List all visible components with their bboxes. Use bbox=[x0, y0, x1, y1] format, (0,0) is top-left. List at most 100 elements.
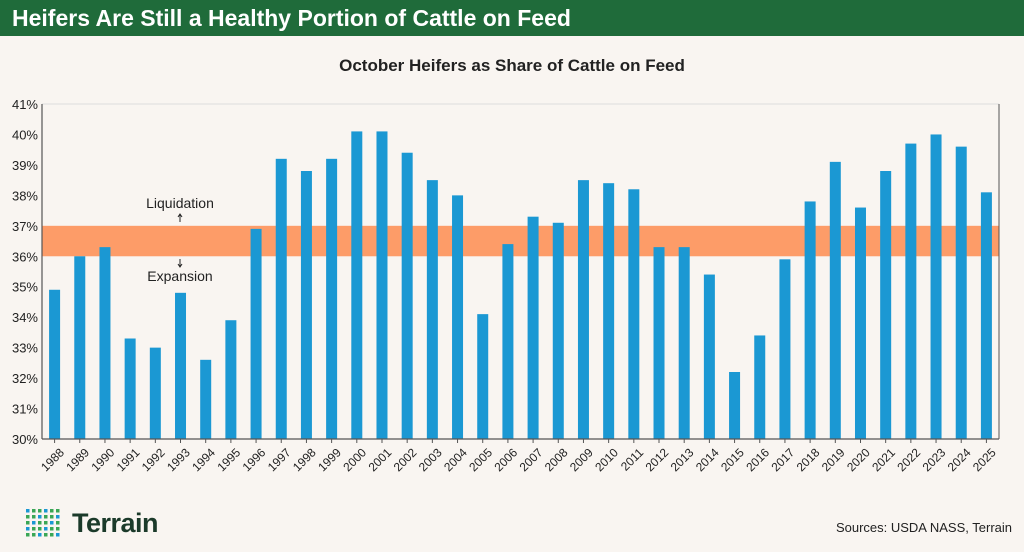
bar-2003 bbox=[426, 180, 438, 440]
x-tick-label: 1997 bbox=[265, 445, 294, 474]
bar-1998 bbox=[300, 171, 312, 439]
logo-dot bbox=[50, 508, 54, 512]
logo-dot bbox=[56, 526, 60, 530]
y-tick-label: 32% bbox=[12, 371, 38, 386]
x-tick-label: 2019 bbox=[819, 445, 848, 474]
bar-2021 bbox=[880, 171, 892, 439]
x-tick-label: 2022 bbox=[894, 445, 923, 474]
x-tick-label: 2005 bbox=[466, 445, 495, 474]
chart-title: October Heifers as Share of Cattle on Fe… bbox=[339, 56, 685, 75]
x-tick-label: 2007 bbox=[517, 445, 546, 474]
y-tick-label: 35% bbox=[12, 280, 38, 295]
bar-1995 bbox=[225, 320, 237, 439]
bar-2000 bbox=[351, 131, 363, 439]
arrow-up-icon bbox=[177, 213, 183, 222]
logo-dot bbox=[26, 520, 30, 524]
logo-dot bbox=[32, 520, 36, 524]
bar-1999 bbox=[326, 158, 338, 439]
y-tick-label: 39% bbox=[12, 158, 38, 173]
logo-dot bbox=[50, 532, 54, 536]
logo-dot bbox=[32, 508, 36, 512]
x-tick-label: 2024 bbox=[945, 445, 974, 474]
bar-2005 bbox=[477, 314, 489, 439]
x-tick-label: 2011 bbox=[618, 445, 646, 473]
x-tick-label: 2017 bbox=[768, 445, 797, 474]
expansion-label: Expansion bbox=[147, 268, 212, 284]
logo-dot bbox=[26, 514, 30, 518]
terrain-logo: Terrain bbox=[26, 508, 159, 539]
bar-2007 bbox=[527, 216, 539, 439]
logo-dot bbox=[44, 508, 48, 512]
x-tick-label: 2021 bbox=[869, 445, 898, 474]
arrow-down-icon bbox=[177, 259, 183, 268]
logo-dot bbox=[38, 508, 42, 512]
bar-2008 bbox=[552, 222, 564, 439]
logo-dot bbox=[38, 520, 42, 524]
logo-dot bbox=[38, 526, 42, 530]
x-tick-label: 2018 bbox=[794, 445, 823, 474]
x-tick-label: 1993 bbox=[164, 445, 193, 474]
y-tick-label: 34% bbox=[12, 310, 38, 325]
x-tick-label: 1994 bbox=[189, 445, 218, 474]
bar-1991 bbox=[124, 338, 136, 439]
x-tick-label: 2023 bbox=[920, 445, 949, 474]
logo-dot bbox=[32, 514, 36, 518]
y-tick-label: 40% bbox=[12, 127, 38, 142]
header-title: Heifers Are Still a Healthy Portion of C… bbox=[0, 0, 1024, 36]
liquidation-label: Liquidation bbox=[146, 195, 214, 211]
logo-dot bbox=[44, 520, 48, 524]
y-tick-label: 31% bbox=[12, 402, 38, 417]
bar-2002 bbox=[401, 152, 413, 439]
logo-dots-icon bbox=[26, 508, 60, 536]
y-tick-label: 30% bbox=[12, 432, 38, 447]
logo-dot bbox=[44, 532, 48, 536]
x-tick-label: 2006 bbox=[491, 445, 520, 474]
bar-2013 bbox=[678, 247, 690, 439]
bar-2001 bbox=[376, 131, 388, 439]
logo-dot bbox=[44, 526, 48, 530]
logo-dot bbox=[50, 520, 54, 524]
logo-dot bbox=[26, 526, 30, 530]
x-tick-label: 2003 bbox=[416, 445, 445, 474]
logo-dot bbox=[50, 526, 54, 530]
logo-text: Terrain bbox=[72, 508, 159, 538]
bar-1997 bbox=[275, 158, 287, 439]
x-tick-label: 2000 bbox=[340, 445, 369, 474]
y-tick-label: 33% bbox=[12, 341, 38, 356]
x-tick-label: 1991 bbox=[114, 445, 143, 474]
bar-2019 bbox=[829, 161, 841, 439]
x-tick-label: 2002 bbox=[391, 445, 420, 474]
bar-2012 bbox=[653, 247, 665, 439]
x-tick-label: 2001 bbox=[366, 445, 395, 474]
bar-2010 bbox=[603, 183, 615, 439]
bar-2018 bbox=[804, 201, 816, 439]
logo-dot bbox=[32, 532, 36, 536]
x-tick-label: 2014 bbox=[693, 445, 722, 474]
bar-1992 bbox=[149, 347, 161, 439]
x-tick-label: 1989 bbox=[63, 445, 92, 474]
logo-dot bbox=[56, 520, 60, 524]
bar-2009 bbox=[577, 180, 589, 440]
bar-1990 bbox=[99, 247, 111, 439]
logo-dot bbox=[32, 526, 36, 530]
x-tick-label: 1996 bbox=[240, 445, 269, 474]
x-tick-label: 1990 bbox=[89, 445, 118, 474]
x-tick-label: 2013 bbox=[668, 445, 697, 474]
bar-2015 bbox=[729, 372, 741, 439]
x-tick-label: 2010 bbox=[592, 445, 621, 474]
x-tick-label: 1999 bbox=[315, 445, 344, 474]
sources-note: Sources: USDA NASS, Terrain bbox=[835, 520, 1012, 535]
logo-dot bbox=[56, 508, 60, 512]
x-tick-label: 2016 bbox=[743, 445, 772, 474]
logo-dot bbox=[38, 514, 42, 518]
bar-2022 bbox=[905, 143, 917, 439]
bar-2024 bbox=[955, 146, 967, 440]
bar-2016 bbox=[754, 335, 766, 439]
logo-dot bbox=[26, 508, 30, 512]
bar-2020 bbox=[854, 207, 866, 439]
logo-dot bbox=[26, 532, 30, 536]
y-tick-label: 37% bbox=[12, 219, 38, 234]
logo-dot bbox=[56, 532, 60, 536]
bar-2017 bbox=[779, 259, 791, 439]
bar-2014 bbox=[703, 274, 715, 439]
